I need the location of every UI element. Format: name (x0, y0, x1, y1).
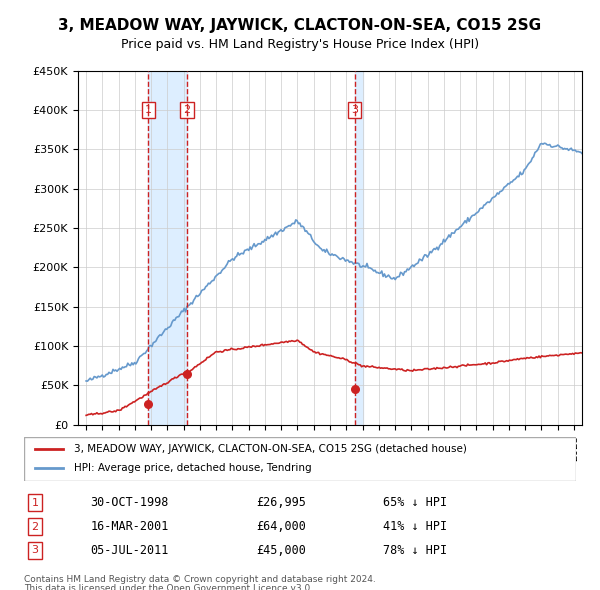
Text: 78% ↓ HPI: 78% ↓ HPI (383, 544, 447, 557)
Text: 2: 2 (184, 105, 191, 115)
Text: 3: 3 (351, 105, 358, 115)
Text: 30-OCT-1998: 30-OCT-1998 (90, 496, 169, 509)
Text: HPI: Average price, detached house, Tendring: HPI: Average price, detached house, Tend… (74, 464, 311, 473)
Point (143, 399, 153, 408)
Text: £64,000: £64,000 (256, 520, 306, 533)
FancyBboxPatch shape (24, 437, 576, 481)
Text: £45,000: £45,000 (256, 544, 306, 557)
Text: 41% ↓ HPI: 41% ↓ HPI (383, 520, 447, 533)
Text: 3, MEADOW WAY, JAYWICK, CLACTON-ON-SEA, CO15 2SG (detached house): 3, MEADOW WAY, JAYWICK, CLACTON-ON-SEA, … (74, 444, 467, 454)
Text: Price paid vs. HM Land Registry's House Price Index (HPI): Price paid vs. HM Land Registry's House … (121, 38, 479, 51)
Text: 3: 3 (32, 546, 38, 555)
Text: Contains HM Land Registry data © Crown copyright and database right 2024.: Contains HM Land Registry data © Crown c… (24, 575, 376, 584)
Text: 05-JUL-2011: 05-JUL-2011 (90, 544, 169, 557)
Text: This data is licensed under the Open Government Licence v3.0.: This data is licensed under the Open Gov… (24, 584, 313, 590)
Point (182, 370, 192, 379)
Text: 16-MAR-2001: 16-MAR-2001 (90, 520, 169, 533)
Text: 65% ↓ HPI: 65% ↓ HPI (383, 496, 447, 509)
Text: 1: 1 (32, 498, 38, 507)
Bar (148, 71, 187, 425)
Text: 1: 1 (145, 105, 152, 115)
Bar (355, 71, 362, 425)
Text: 3, MEADOW WAY, JAYWICK, CLACTON-ON-SEA, CO15 2SG: 3, MEADOW WAY, JAYWICK, CLACTON-ON-SEA, … (58, 18, 542, 32)
Point (350, 385, 359, 394)
Text: £26,995: £26,995 (256, 496, 306, 509)
Text: 2: 2 (31, 522, 38, 532)
